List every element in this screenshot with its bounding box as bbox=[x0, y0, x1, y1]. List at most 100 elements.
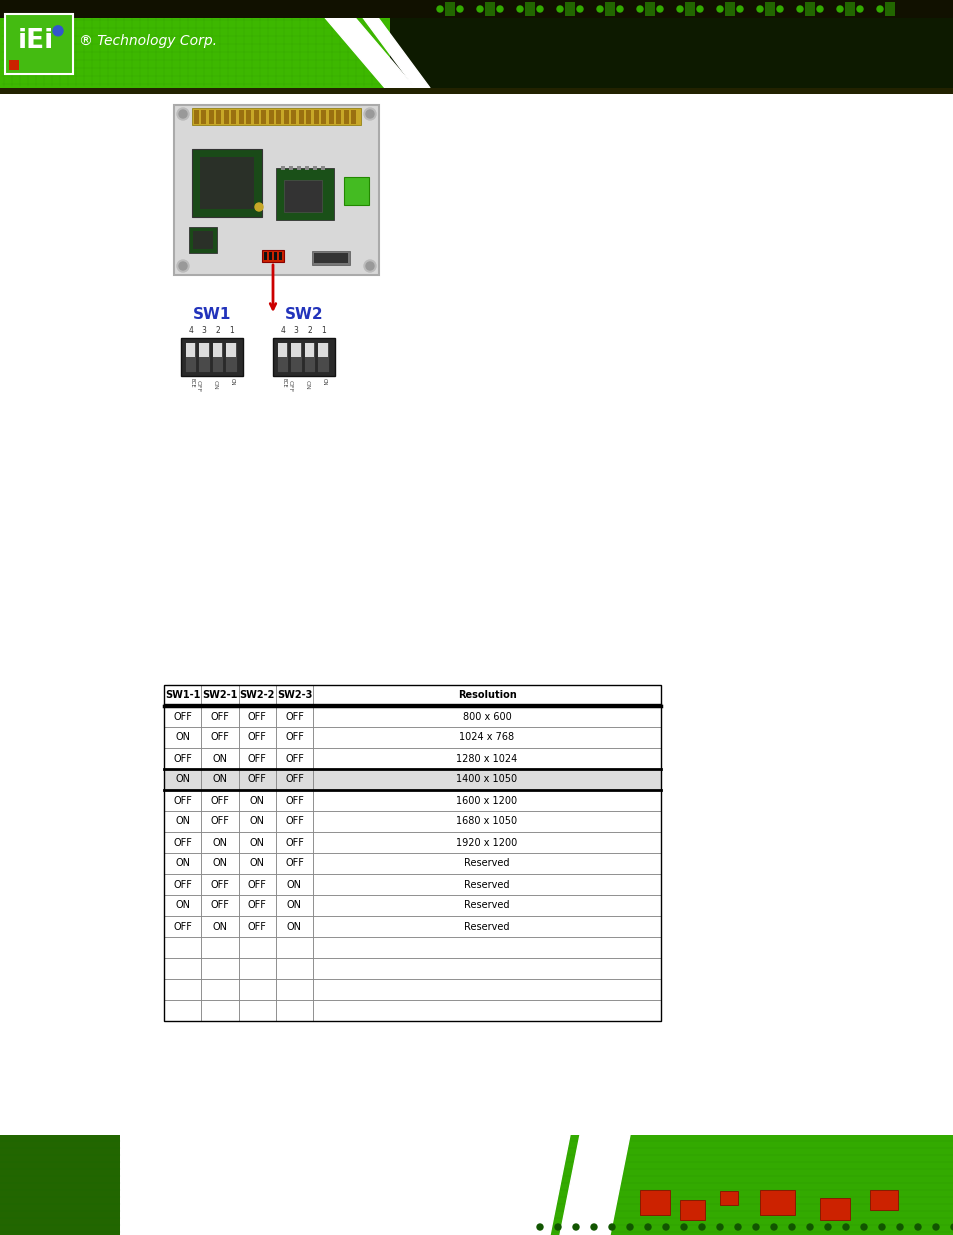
Circle shape bbox=[950, 1224, 953, 1230]
Bar bbox=[164, 937, 660, 958]
Bar bbox=[164, 685, 660, 1021]
Bar bbox=[5, 14, 73, 74]
Bar bbox=[298, 110, 304, 124]
Bar bbox=[444, 2, 455, 16]
Text: ON: ON bbox=[250, 816, 264, 826]
Bar bbox=[314, 253, 348, 263]
Circle shape bbox=[914, 1224, 920, 1230]
Circle shape bbox=[697, 6, 702, 12]
Bar bbox=[264, 252, 267, 261]
Bar bbox=[193, 110, 199, 124]
Circle shape bbox=[537, 1224, 542, 1230]
Bar bbox=[313, 685, 660, 706]
Bar bbox=[253, 110, 258, 124]
Bar bbox=[306, 110, 312, 124]
Bar bbox=[239, 110, 244, 124]
Bar bbox=[201, 916, 238, 937]
Text: ON: ON bbox=[175, 732, 190, 742]
Bar bbox=[284, 180, 322, 212]
Bar bbox=[564, 2, 575, 16]
Bar bbox=[238, 790, 275, 811]
Bar bbox=[313, 832, 660, 853]
Bar bbox=[804, 2, 814, 16]
Bar bbox=[291, 342, 302, 372]
Text: Reserved: Reserved bbox=[464, 921, 509, 931]
Bar bbox=[186, 343, 195, 357]
Circle shape bbox=[657, 6, 662, 12]
Text: 1600 x 1200: 1600 x 1200 bbox=[456, 795, 517, 805]
Circle shape bbox=[680, 1224, 686, 1230]
Circle shape bbox=[366, 110, 374, 119]
Circle shape bbox=[896, 1224, 902, 1230]
Bar bbox=[276, 110, 281, 124]
Bar bbox=[313, 790, 660, 811]
Text: OFF: OFF bbox=[173, 795, 192, 805]
Bar bbox=[193, 231, 213, 249]
Circle shape bbox=[179, 110, 187, 119]
Text: ON: ON bbox=[213, 753, 227, 763]
Circle shape bbox=[573, 1224, 578, 1230]
Circle shape bbox=[770, 1224, 776, 1230]
Text: ON: ON bbox=[250, 795, 264, 805]
Bar bbox=[225, 342, 236, 372]
Circle shape bbox=[608, 1224, 615, 1230]
Bar bbox=[212, 342, 223, 372]
Text: SW2-1: SW2-1 bbox=[202, 690, 237, 700]
Text: ON: ON bbox=[250, 858, 264, 868]
Bar bbox=[238, 706, 275, 727]
Bar bbox=[313, 916, 660, 937]
Bar bbox=[164, 769, 660, 790]
Text: ON: ON bbox=[213, 774, 227, 784]
Bar bbox=[644, 2, 655, 16]
Bar bbox=[201, 110, 206, 124]
Text: OFF: OFF bbox=[211, 816, 229, 826]
Circle shape bbox=[737, 6, 742, 12]
Text: OFF: OFF bbox=[173, 921, 192, 931]
Bar bbox=[0, 88, 953, 94]
Bar bbox=[164, 853, 201, 874]
Text: Reserved: Reserved bbox=[464, 879, 509, 889]
Bar bbox=[313, 748, 660, 769]
Bar bbox=[510, 1135, 953, 1235]
Circle shape bbox=[677, 6, 682, 12]
Bar bbox=[273, 338, 335, 375]
Text: Reserved: Reserved bbox=[464, 900, 509, 910]
Text: OFF: OFF bbox=[211, 879, 229, 889]
Bar bbox=[164, 727, 660, 748]
Bar bbox=[289, 165, 293, 170]
Bar bbox=[275, 916, 313, 937]
Text: SW1-1: SW1-1 bbox=[165, 690, 200, 700]
Polygon shape bbox=[310, 0, 415, 88]
Text: OFF: OFF bbox=[211, 900, 229, 910]
Bar bbox=[484, 2, 495, 16]
Bar bbox=[275, 748, 313, 769]
Text: ON: ON bbox=[213, 837, 227, 847]
Bar bbox=[164, 685, 660, 706]
Bar bbox=[317, 342, 329, 372]
Text: OFF: OFF bbox=[173, 711, 192, 721]
Bar bbox=[344, 110, 349, 124]
Bar bbox=[0, 1135, 120, 1235]
Bar bbox=[164, 874, 201, 895]
Bar bbox=[164, 874, 660, 895]
Text: 1024 x 768: 1024 x 768 bbox=[459, 732, 514, 742]
Circle shape bbox=[497, 6, 502, 12]
Circle shape bbox=[476, 6, 482, 12]
Bar bbox=[320, 165, 325, 170]
Bar bbox=[312, 251, 350, 266]
Bar bbox=[820, 1198, 849, 1220]
Bar bbox=[313, 853, 660, 874]
Bar bbox=[884, 2, 894, 16]
Bar bbox=[296, 165, 301, 170]
Bar bbox=[275, 853, 313, 874]
Bar bbox=[164, 916, 660, 937]
Bar bbox=[201, 958, 238, 979]
Text: ON: ON bbox=[175, 858, 190, 868]
Circle shape bbox=[456, 6, 462, 12]
Circle shape bbox=[436, 6, 442, 12]
Bar bbox=[185, 342, 196, 372]
Bar bbox=[238, 1000, 275, 1021]
Bar bbox=[238, 895, 275, 916]
Bar bbox=[226, 343, 235, 357]
Text: ON: ON bbox=[250, 837, 264, 847]
